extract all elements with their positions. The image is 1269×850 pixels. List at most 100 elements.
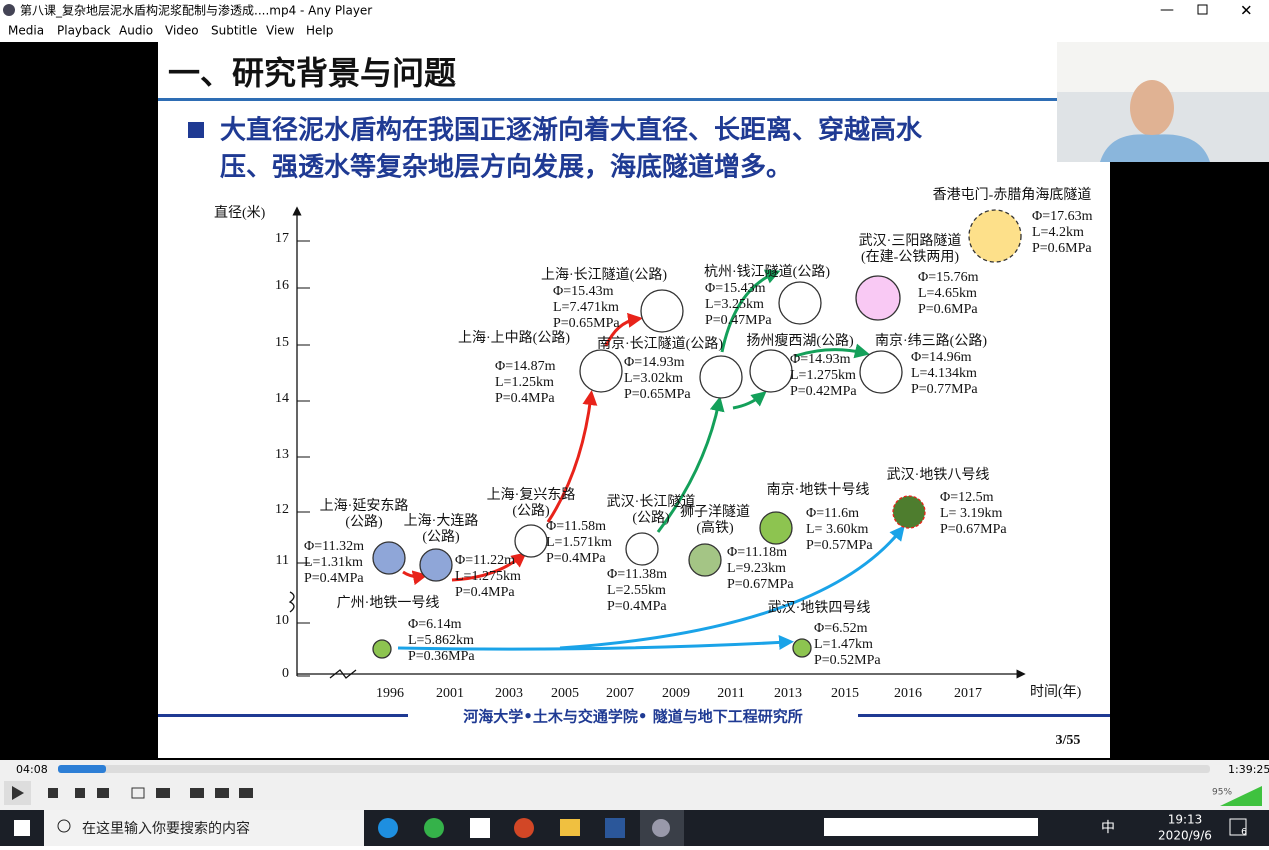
search-placeholder: 在这里输入你要搜索的内容 — [82, 820, 250, 837]
tunnel-spec: Φ=6.52m — [814, 621, 868, 636]
x-tick-label: 2013 — [774, 686, 802, 701]
tunnel-spec: Φ=14.93m — [790, 352, 851, 367]
prev-button[interactable] — [48, 788, 58, 798]
tunnel-marker — [699, 355, 743, 399]
menu-item[interactable]: Help — [306, 24, 333, 38]
tunnel-spec: L=1.25km — [495, 375, 554, 390]
tunnel-name: (在建-公铁两用) — [861, 249, 959, 265]
notification-center[interactable] — [1229, 818, 1247, 836]
tunnel-name: 武汉·长江隧道 — [607, 494, 696, 510]
notification-count: 6 — [1241, 828, 1247, 838]
y-tick-label: 0 — [282, 666, 289, 681]
start-button[interactable] — [14, 820, 30, 836]
tunnel-spec: L=1.571km — [546, 535, 612, 550]
tunnel-marker — [419, 548, 453, 582]
tunnel-spec: L=4.2km — [1032, 225, 1084, 240]
tunnel-spec: L=3.02km — [624, 371, 683, 386]
x-tick-label: 2016 — [894, 686, 922, 701]
tunnel-spec: L= 3.19km — [940, 506, 1002, 521]
x-tick-label: 2003 — [495, 686, 523, 701]
tunnel-spec: P=0.4MPa — [607, 599, 667, 614]
window-title: 第八课_复杂地层泥水盾构泥浆配制与渗透成....mp4 - Any Player — [20, 3, 372, 18]
tunnel-name: 扬州瘦西湖(公路) — [746, 332, 854, 349]
player-icon — [652, 819, 670, 837]
tunnel-spec: Φ=11.38m — [607, 567, 667, 582]
next-button[interactable] — [97, 788, 109, 798]
search-box[interactable] — [44, 810, 364, 846]
x-tick-label: 2015 — [831, 686, 859, 701]
app-icon — [3, 4, 15, 16]
menu-item[interactable]: Subtitle — [211, 24, 257, 38]
tunnel-spec: P=0.77MPa — [911, 382, 978, 397]
address-box[interactable] — [824, 818, 1038, 836]
browser-app[interactable] — [424, 818, 444, 838]
powerpoint-app[interactable] — [514, 818, 534, 838]
maximize[interactable] — [1197, 4, 1208, 15]
tunnel-spec: P=0.65MPa — [553, 316, 620, 331]
y-tick-label: 16 — [275, 278, 289, 293]
x-tick-label: 2011 — [717, 686, 744, 701]
y-axis-label: 直径(米) — [214, 204, 266, 221]
tunnel-spec: L=5.862km — [408, 633, 474, 648]
webcam-shirt — [1100, 134, 1210, 162]
word-app[interactable] — [605, 818, 625, 838]
volume-slider[interactable] — [1220, 786, 1262, 806]
tunnel-spec: P=0.4MPa — [495, 391, 555, 406]
tunnel-name: 武汉·地铁八号线 — [887, 467, 990, 483]
tunnel-spec: L=4.65km — [918, 286, 977, 301]
diagram: 直径(米) 17 16 15 14 13 12 11 10 0 1996 2001 2003 2005 20… — [214, 187, 1093, 701]
tunnel-name: 武汉·三阳路隧道 — [859, 233, 962, 249]
tunnel-marker — [640, 289, 684, 333]
edge-app[interactable] — [378, 818, 398, 838]
fullscreen-button[interactable] — [131, 787, 145, 799]
tunnel-spec: Φ=6.14m — [408, 617, 462, 632]
tunnel-marker — [372, 639, 392, 659]
menu-item[interactable]: Video — [165, 24, 199, 38]
tunnel-name: 上海·大连路 — [404, 513, 479, 529]
menu-item[interactable]: Media — [8, 24, 44, 38]
stop-button[interactable] — [75, 788, 85, 798]
tunnel-marker — [759, 511, 793, 545]
explorer-app[interactable] — [560, 819, 580, 836]
tunnel-marker — [892, 495, 926, 529]
tunnel-marker — [968, 209, 1022, 263]
ime-indicator[interactable]: 中 — [1101, 820, 1115, 836]
tunnel-spec: Φ=11.22m — [455, 553, 515, 568]
tunnel-spec: Φ=11.58m — [546, 519, 606, 534]
close[interactable]: ✕ — [1240, 2, 1253, 20]
clock-date: 2020/9/6 — [1158, 829, 1212, 843]
volume-level: 95% — [1212, 788, 1232, 798]
menu-item[interactable]: Playback — [57, 24, 111, 38]
tunnel-name: 南京·纬三路(公路) — [875, 333, 987, 349]
settings-button[interactable] — [156, 788, 170, 798]
tunnel-spec: Φ=15.43m — [705, 281, 766, 296]
tunnel-spec: Φ=11.6m — [806, 506, 859, 521]
menu-item[interactable]: View — [266, 24, 295, 38]
tunnel-spec: P=0.65MPa — [624, 387, 691, 402]
tunnel-spec: L=1.275km — [790, 368, 856, 383]
y-tick-label: 10 — [275, 613, 289, 628]
tunnel-spec: P=0.42MPa — [790, 384, 857, 399]
seek-bar[interactable] — [58, 765, 1210, 773]
repeat-button[interactable] — [215, 788, 229, 798]
x-tick-label: 2005 — [551, 686, 579, 701]
tunnel-marker — [625, 532, 659, 566]
tunnel-spec: P=0.47MPa — [705, 313, 772, 328]
elapsed-time: 04:08 — [16, 763, 48, 776]
y-tick-label: 15 — [275, 335, 289, 350]
playlist-button[interactable] — [190, 788, 204, 798]
x-tick-label: 1996 — [376, 686, 404, 701]
tunnel-name: (公路) — [345, 514, 383, 530]
bullet-mark — [188, 122, 204, 138]
tunnel-spec: L=1.31km — [304, 555, 363, 570]
menu-item[interactable]: Audio — [119, 24, 153, 38]
tunnel-spec: P=0.4MPa — [546, 551, 606, 566]
minimize[interactable]: — — [1160, 2, 1174, 18]
app[interactable] — [470, 818, 490, 838]
tunnel-name: 香港屯门-赤腊角海底隧道 — [933, 187, 1092, 203]
tunnel-spec: P=0.6MPa — [1032, 241, 1092, 256]
shuffle-button[interactable] — [239, 788, 253, 798]
tunnel-spec: L=4.134km — [911, 366, 977, 381]
tunnel-spec: P=0.67MPa — [940, 522, 1007, 537]
